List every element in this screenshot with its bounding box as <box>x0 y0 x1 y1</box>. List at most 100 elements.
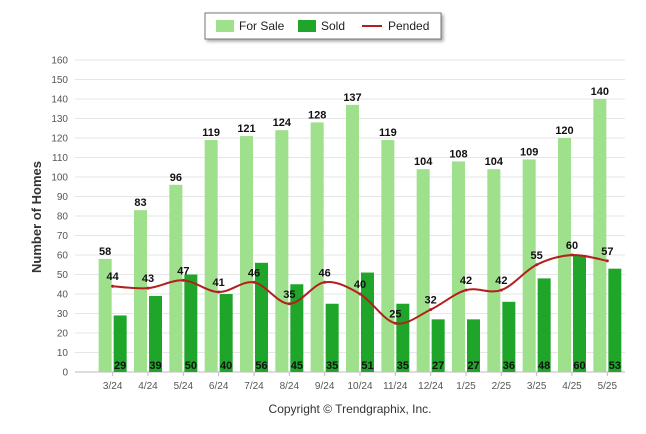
bar-sold <box>537 278 551 372</box>
y-tick-label: 100 <box>51 173 68 184</box>
legend-label-for-sale: For Sale <box>239 19 285 33</box>
data-label-pended: 57 <box>601 246 613 258</box>
data-label-for-sale: 137 <box>343 92 361 104</box>
x-tick-label: 5/24 <box>174 381 194 392</box>
y-tick-label: 70 <box>57 231 69 242</box>
x-tick-label: 9/24 <box>315 381 335 392</box>
data-label-for-sale: 109 <box>520 146 538 158</box>
x-tick-label: 3/25 <box>527 381 547 392</box>
bar-sold <box>184 274 198 372</box>
bar-sold <box>396 303 410 372</box>
bar-for-sale <box>522 159 536 372</box>
x-tick-label: 8/24 <box>280 381 300 392</box>
legend-label-sold: Sold <box>321 19 345 33</box>
bar-sold <box>325 303 339 372</box>
y-tick-label: 10 <box>57 348 69 359</box>
x-tick-label: 5/25 <box>598 381 618 392</box>
pended-point <box>323 280 327 284</box>
pended-point <box>146 286 150 290</box>
bar-sold <box>467 319 480 372</box>
data-label-sold: 56 <box>255 360 267 372</box>
legend-label-pended: Pended <box>388 19 429 33</box>
y-tick-label: 30 <box>57 309 69 320</box>
bar-sold <box>255 262 268 372</box>
data-label-for-sale: 119 <box>379 127 397 139</box>
bar-sold <box>290 284 304 372</box>
data-label-pended: 42 <box>460 275 472 287</box>
y-axis-label: Number of Homes <box>29 161 44 273</box>
copyright-text: Copyright © Trendgraphix, Inc. <box>269 402 432 416</box>
legend-swatch-for-sale <box>216 20 234 32</box>
bar-sold <box>219 294 233 372</box>
data-label-for-sale: 119 <box>202 127 220 139</box>
data-label-sold: 53 <box>609 360 621 372</box>
y-tick-label: 80 <box>57 212 69 223</box>
y-tick-label: 90 <box>57 192 69 203</box>
y-tick-label: 160 <box>51 56 68 67</box>
pended-point <box>464 288 468 292</box>
bar-for-sale <box>134 210 147 372</box>
bar-sold <box>502 301 516 372</box>
pended-line-layer <box>111 253 609 325</box>
data-label-pended: 35 <box>283 289 295 301</box>
y-tick-label: 50 <box>57 270 69 281</box>
bar-for-sale <box>98 258 112 372</box>
data-label-pended: 40 <box>354 279 366 291</box>
pended-point <box>217 290 221 294</box>
bar-for-sale <box>240 136 253 372</box>
bar-for-sale <box>169 184 183 372</box>
data-label-sold: 27 <box>467 360 479 372</box>
y-tick-label: 140 <box>51 95 68 106</box>
pended-point <box>111 284 115 288</box>
x-tick-label: 12/24 <box>418 381 443 392</box>
data-label-for-sale: 128 <box>308 109 326 121</box>
data-label-sold: 35 <box>397 360 409 372</box>
bar-for-sale <box>310 122 324 373</box>
pended-point <box>358 292 362 296</box>
data-label-pended: 32 <box>425 295 437 307</box>
data-label-for-sale: 120 <box>555 125 573 137</box>
data-labels: 58 29 83 39 96 50 119 40 121 56 124 45 128 35 137 51 119… <box>99 86 621 372</box>
pended-point <box>429 308 433 312</box>
data-label-for-sale: 124 <box>273 117 292 129</box>
legend-swatch-sold <box>298 20 316 32</box>
y-tick-label: 40 <box>57 290 69 301</box>
y-ticks: 0 10 20 30 40 50 60 70 80 90 100 110 120 130 140 150 160 <box>51 56 68 379</box>
y-tick-label: 110 <box>52 153 68 164</box>
bar-for-sale <box>416 169 430 372</box>
data-label-for-sale: 58 <box>99 246 111 258</box>
data-label-pended: 60 <box>566 240 578 252</box>
pended-point <box>605 259 609 263</box>
data-label-sold: 50 <box>185 360 197 372</box>
x-tick-label: 1/25 <box>456 381 476 392</box>
pended-point <box>499 288 503 292</box>
data-label-for-sale: 104 <box>414 156 433 168</box>
data-label-sold: 27 <box>432 360 444 372</box>
data-label-sold: 45 <box>291 360 303 372</box>
pended-point <box>570 253 574 257</box>
bar-for-sale <box>275 130 289 372</box>
bars <box>98 99 622 373</box>
data-label-for-sale: 140 <box>591 86 609 98</box>
data-label-sold: 36 <box>503 360 515 372</box>
y-tick-label: 120 <box>51 134 68 145</box>
x-tick-label: 4/25 <box>562 381 582 392</box>
pended-point <box>181 278 185 282</box>
x-tick-label: 10/24 <box>347 381 372 392</box>
bar-for-sale <box>487 169 501 372</box>
x-tick-label: 3/24 <box>103 381 123 392</box>
y-tick-label: 60 <box>57 251 69 262</box>
data-label-pended: 41 <box>213 277 225 289</box>
bar-for-sale <box>593 99 607 372</box>
data-label-for-sale: 83 <box>134 197 146 209</box>
legend: For Sale Sold Pended <box>204 12 442 40</box>
y-tick-label: 0 <box>62 368 68 379</box>
bar-for-sale <box>381 139 395 372</box>
data-label-sold: 39 <box>149 360 161 372</box>
data-label-pended: 25 <box>389 308 401 320</box>
data-label-for-sale: 104 <box>485 156 504 168</box>
pended-point <box>287 302 291 306</box>
x-tick-label: 4/24 <box>138 381 158 392</box>
data-label-pended: 42 <box>495 275 507 287</box>
